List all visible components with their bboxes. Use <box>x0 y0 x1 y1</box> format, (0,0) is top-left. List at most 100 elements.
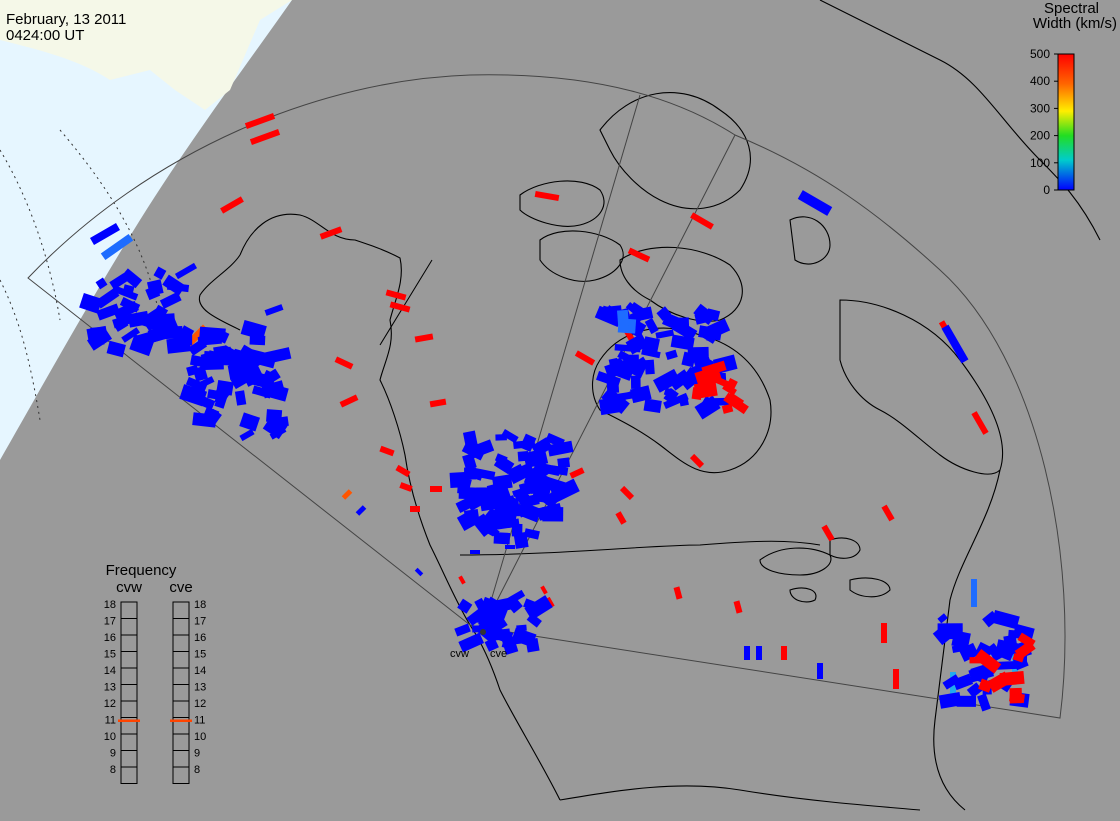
radar-cell <box>643 398 662 414</box>
radar-cell <box>690 212 714 230</box>
radar-cell <box>458 575 466 585</box>
radar-cell <box>180 325 195 337</box>
radar-cell <box>166 282 190 293</box>
radar-cell <box>725 392 745 409</box>
radar-cell <box>937 613 948 624</box>
radar-cell <box>668 369 692 391</box>
radar-cell <box>540 585 548 595</box>
radar-cell <box>248 349 277 369</box>
frequency-level-right: 15 <box>194 649 206 661</box>
frequency-level-left: 12 <box>104 698 116 710</box>
radar-cell <box>512 486 530 497</box>
radar-cell <box>113 300 139 321</box>
radar-cell <box>596 371 621 388</box>
radar-cell <box>489 482 509 501</box>
frequency-level-right: 11 <box>194 715 205 727</box>
radar-cell <box>145 318 162 330</box>
borders <box>379 259 821 556</box>
radar-cell <box>893 669 899 689</box>
radar-cell <box>240 319 267 341</box>
colorbar: Spectral Width (km/s) 500 400 300 200 100 0 <box>1030 0 1117 197</box>
radar-cell <box>262 415 288 440</box>
radar-cell <box>462 430 478 447</box>
radar-cell <box>574 350 596 366</box>
radar-cell <box>457 482 471 495</box>
frequency-col-west: cvw <box>116 579 142 596</box>
radar-cell <box>817 663 823 679</box>
radar-cell <box>457 598 473 614</box>
radar-cell <box>982 610 1000 628</box>
radar-cell <box>495 434 507 441</box>
frequency-level-left: 16 <box>104 632 116 644</box>
radar-cell <box>96 303 121 321</box>
radar-cell <box>207 389 225 401</box>
radar-cell <box>952 673 974 691</box>
radar-cell <box>159 291 182 309</box>
colorbar-tick-label: 100 <box>1030 156 1050 170</box>
radar-cell <box>395 464 411 478</box>
radar-cell <box>493 496 509 513</box>
radar-cell <box>656 306 672 321</box>
radar-cell <box>665 349 678 361</box>
radar-cell <box>389 301 411 313</box>
radar-cell <box>540 463 561 477</box>
radar-site-marker <box>480 629 486 635</box>
frequency-level-left: 11 <box>105 715 116 727</box>
radar-cell <box>471 471 483 481</box>
radar-cell <box>501 636 519 655</box>
radar-cell <box>227 362 248 381</box>
radar-cell <box>121 268 143 289</box>
radar-cell <box>145 285 161 301</box>
radar-cell <box>100 233 134 261</box>
radar-cell <box>612 357 629 376</box>
radar-cell <box>557 457 571 469</box>
radar-cell <box>129 334 155 357</box>
radar-cell <box>244 113 276 129</box>
radar-cell <box>881 504 895 522</box>
frequency-level-left: 17 <box>104 616 116 628</box>
radar-cell <box>106 340 126 358</box>
radar-cell <box>249 335 266 346</box>
radar-cell <box>213 350 225 362</box>
radar-cell <box>185 376 208 392</box>
frequency-level-right: 8 <box>194 764 200 776</box>
radar-cell <box>550 478 580 503</box>
radar-cell <box>653 368 681 393</box>
colorbar-title-1: Spectral <box>1044 0 1099 17</box>
radar-label-west: cvw <box>450 648 469 660</box>
radar-cell <box>781 646 787 660</box>
radar-cell <box>525 468 552 491</box>
radar-cell <box>941 324 969 364</box>
radar-cell <box>79 293 103 314</box>
radar-cell <box>663 387 679 404</box>
radar-cell <box>693 303 716 325</box>
radar-cell <box>932 627 951 646</box>
radar-cell <box>615 511 627 525</box>
frequency-box-cvw <box>120 766 138 784</box>
frequency-level-left: 15 <box>104 649 116 661</box>
radar-cell <box>687 346 709 357</box>
radar-cell <box>123 284 135 294</box>
radar-cell <box>429 398 447 408</box>
colorbar-tick-label: 500 <box>1030 47 1050 61</box>
radar-cell <box>153 266 167 280</box>
radar-cell <box>821 524 835 542</box>
radar-cell <box>479 596 510 620</box>
radar-cell <box>506 597 523 614</box>
colorbar-tick-label: 300 <box>1030 101 1050 115</box>
radar-cell <box>516 501 542 523</box>
radar-cell <box>464 467 477 480</box>
radar-cell <box>114 319 129 332</box>
radar-cell <box>93 336 106 345</box>
radar-cell <box>721 403 734 414</box>
radar-cell <box>689 453 705 469</box>
radar-cell <box>493 532 511 545</box>
radar-cell <box>617 391 633 401</box>
radar-cell <box>942 674 961 690</box>
radar-cell <box>523 528 540 540</box>
radar-cell <box>534 190 560 202</box>
radar-cell <box>205 408 222 427</box>
radar-cell <box>399 482 413 492</box>
radar-cell <box>671 318 698 340</box>
frequency-title: Frequency <box>106 562 177 579</box>
